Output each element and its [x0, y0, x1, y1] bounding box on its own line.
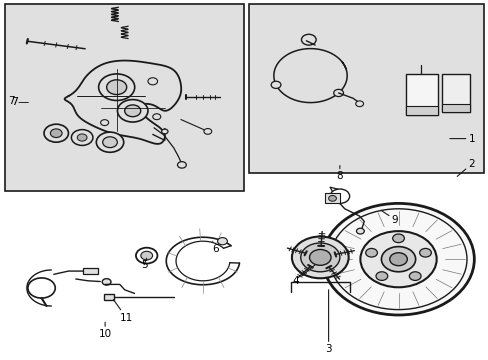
Circle shape	[50, 129, 62, 138]
Text: 1: 1	[449, 134, 474, 144]
Bar	[103, 294, 114, 300]
Text: 11: 11	[113, 300, 133, 323]
Circle shape	[360, 231, 436, 287]
Bar	[83, 268, 98, 274]
Circle shape	[152, 114, 161, 120]
Text: 2: 2	[456, 159, 474, 176]
Bar	[249, 4, 483, 173]
Circle shape	[148, 78, 157, 85]
Bar	[405, 106, 437, 115]
Text: 9: 9	[381, 211, 398, 225]
Bar	[441, 74, 469, 112]
Bar	[405, 74, 437, 115]
Circle shape	[300, 243, 339, 272]
Circle shape	[44, 124, 68, 142]
Text: 4: 4	[292, 265, 315, 286]
Circle shape	[217, 238, 227, 245]
Circle shape	[301, 34, 316, 45]
Text: 10: 10	[99, 322, 111, 339]
Circle shape	[389, 253, 407, 266]
Circle shape	[333, 89, 343, 96]
Circle shape	[365, 248, 377, 257]
Circle shape	[356, 228, 364, 234]
Circle shape	[124, 105, 141, 117]
Circle shape	[99, 74, 134, 100]
Circle shape	[141, 251, 152, 260]
Circle shape	[117, 100, 148, 122]
Bar	[441, 104, 469, 112]
Circle shape	[419, 248, 430, 257]
Circle shape	[101, 120, 108, 126]
Text: 8: 8	[336, 166, 343, 181]
Circle shape	[309, 249, 330, 265]
Text: 5: 5	[141, 258, 147, 270]
Circle shape	[96, 132, 123, 152]
Circle shape	[203, 129, 211, 134]
Circle shape	[355, 101, 363, 107]
Text: 7: 7	[8, 96, 15, 106]
Circle shape	[381, 247, 415, 272]
Circle shape	[102, 279, 111, 285]
Circle shape	[102, 137, 117, 148]
Circle shape	[161, 129, 168, 134]
Bar	[325, 193, 339, 203]
Circle shape	[77, 134, 87, 141]
Circle shape	[375, 272, 387, 280]
Circle shape	[271, 81, 281, 89]
Circle shape	[322, 203, 473, 315]
Bar	[5, 4, 244, 191]
Text: 6: 6	[211, 241, 218, 254]
Circle shape	[291, 237, 348, 278]
Circle shape	[408, 272, 420, 280]
Circle shape	[392, 234, 404, 243]
Text: 3: 3	[325, 290, 331, 354]
Text: 7—: 7—	[11, 96, 29, 107]
Circle shape	[177, 162, 186, 168]
Circle shape	[328, 195, 336, 201]
Circle shape	[106, 80, 126, 95]
Circle shape	[71, 130, 93, 145]
